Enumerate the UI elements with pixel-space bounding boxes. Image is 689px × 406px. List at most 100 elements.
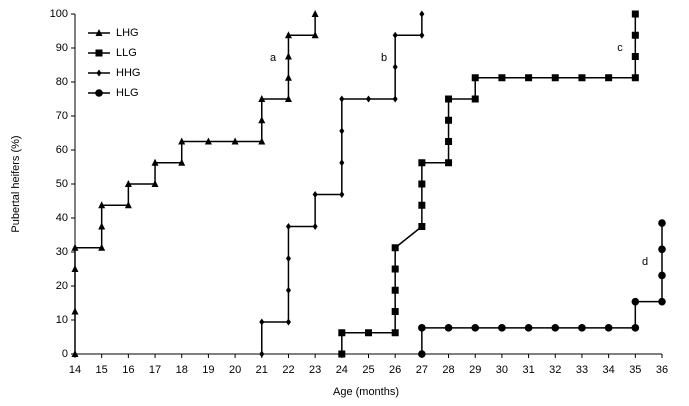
marker [339, 95, 345, 103]
marker [418, 201, 426, 209]
marker [445, 116, 453, 124]
marker [631, 10, 639, 18]
marker [418, 180, 426, 188]
annotation: c [617, 42, 623, 54]
x-tick-label: 32 [549, 364, 561, 376]
annotation: a [270, 52, 277, 64]
y-tick-label: 10 [56, 314, 68, 326]
marker [178, 158, 186, 166]
marker [95, 89, 103, 97]
legend-label: LHG [116, 27, 139, 39]
marker [258, 116, 266, 124]
marker [98, 201, 106, 209]
marker [471, 95, 479, 103]
marker [658, 297, 666, 306]
marker [284, 73, 292, 81]
marker [231, 137, 239, 145]
annotation: b [381, 52, 387, 64]
x-tick-label: 34 [603, 364, 615, 376]
marker [284, 31, 292, 39]
marker [578, 74, 586, 82]
x-tick-label: 21 [256, 364, 268, 376]
marker [339, 127, 345, 135]
x-tick-label: 16 [122, 364, 134, 376]
marker [124, 201, 132, 209]
marker [391, 308, 399, 315]
y-tick-label: 60 [56, 144, 68, 156]
marker [365, 329, 372, 337]
marker [631, 324, 640, 332]
x-tick-label: 22 [282, 364, 294, 376]
series-line [341, 14, 637, 354]
x-tick-label: 35 [629, 364, 641, 376]
marker [498, 74, 506, 82]
marker [258, 95, 266, 102]
marker [392, 95, 398, 103]
x-axis-label: Age (months) [333, 386, 399, 398]
marker [124, 180, 132, 187]
legend-label: HLG [116, 87, 139, 99]
marker [71, 265, 79, 272]
y-tick-label: 0 [62, 348, 68, 360]
marker [96, 69, 102, 77]
marker [658, 271, 666, 280]
series-line [261, 14, 423, 354]
legend-label: LLG [116, 47, 137, 59]
y-tick-label: 40 [56, 212, 68, 224]
marker [285, 254, 291, 262]
marker [95, 49, 103, 57]
marker [95, 29, 103, 36]
marker [338, 329, 346, 337]
x-tick-label: 15 [96, 364, 108, 376]
marker [391, 286, 399, 294]
x-tick-label: 27 [416, 364, 428, 376]
marker [444, 324, 453, 332]
x-tick-label: 18 [176, 364, 188, 376]
marker [392, 31, 398, 39]
y-tick-label: 30 [56, 246, 68, 258]
marker [631, 74, 639, 82]
marker [366, 95, 371, 103]
x-tick-label: 24 [336, 364, 348, 376]
marker [525, 74, 533, 82]
marker [151, 158, 159, 166]
x-tick-label: 36 [656, 364, 668, 376]
x-tick-label: 14 [69, 364, 81, 376]
y-tick-label: 70 [56, 110, 68, 122]
x-tick-label: 19 [202, 364, 214, 376]
marker [259, 350, 265, 358]
marker [445, 159, 453, 167]
x-tick-label: 23 [309, 364, 321, 376]
marker [151, 180, 159, 187]
marker [339, 191, 345, 199]
series-line [74, 14, 316, 354]
marker [311, 10, 319, 17]
x-tick-label: 30 [496, 364, 508, 376]
marker [71, 307, 79, 315]
marker [419, 10, 425, 18]
series-line [421, 223, 663, 354]
marker [284, 95, 292, 102]
marker [445, 95, 453, 103]
x-tick-label: 26 [389, 364, 401, 376]
y-tick-label: 80 [56, 76, 68, 88]
marker [339, 159, 345, 167]
marker [605, 74, 613, 82]
x-tick-label: 28 [442, 364, 454, 376]
legend-label: HHG [116, 67, 140, 79]
marker [391, 244, 399, 252]
y-tick-label: 20 [56, 280, 68, 292]
marker [418, 223, 426, 230]
marker [259, 318, 265, 326]
x-tick-label: 20 [229, 364, 241, 376]
marker [312, 191, 318, 199]
marker [391, 329, 399, 337]
marker [98, 243, 106, 251]
y-tick-label: 100 [50, 8, 68, 20]
marker [258, 137, 266, 145]
marker [338, 350, 346, 358]
marker [471, 74, 479, 82]
marker [392, 63, 398, 71]
marker [658, 245, 666, 254]
marker [285, 318, 291, 326]
